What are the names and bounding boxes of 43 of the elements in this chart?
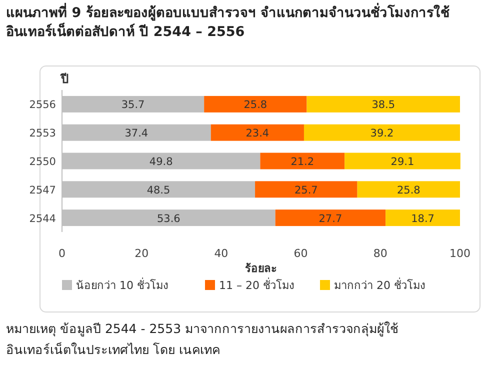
data-label: 25.7 — [294, 184, 318, 196]
bar — [275, 210, 386, 226]
y-tick-label: 2544 — [29, 212, 56, 225]
y-axis-title: ปี — [60, 72, 69, 86]
data-label: 23.4 — [246, 128, 270, 140]
data-label: 53.6 — [156, 212, 181, 225]
data-label: 38.5 — [372, 99, 396, 112]
data-label: 21.2 — [290, 156, 314, 168]
bar — [357, 181, 460, 198]
bar — [255, 181, 358, 198]
bar — [204, 96, 307, 112]
x-tick-label: 0 — [58, 247, 66, 260]
bar — [260, 152, 345, 170]
data-label: 39.2 — [370, 128, 394, 140]
bar — [344, 152, 460, 170]
legend-label: มากกว่า 20 ชั่วโมง — [334, 277, 425, 292]
bar — [210, 124, 304, 141]
y-tick-label: 2556 — [29, 99, 56, 112]
data-label: 18.7 — [411, 212, 434, 225]
x-tick-label: 80 — [373, 247, 388, 260]
x-tick-label: 100 — [450, 247, 470, 260]
x-tick-label: 60 — [294, 247, 308, 260]
y-tick-label: 2553 — [29, 128, 56, 140]
data-label: 25.8 — [396, 184, 420, 196]
y-tick-label: 2547 — [29, 184, 56, 196]
data-label: 25.8 — [244, 99, 268, 112]
data-label: 49.8 — [149, 156, 173, 168]
data-label: 37.4 — [124, 128, 148, 140]
x-axis-title: ร้อยละ — [245, 262, 277, 275]
bar — [306, 96, 460, 112]
text: หมายเหตุ ข้อมูลปี 2544 - 2553 มาจากการายงานผลการสำรวจกลุ่มผู้ใช้อินเทอร์เน็ตในประเทศไทย โดย เนคเทค — [6, 320, 400, 359]
data-label: 27.7 — [318, 212, 342, 225]
data-label: 35.7 — [121, 99, 145, 112]
bar — [386, 210, 460, 226]
data-label: 48.5 — [146, 184, 170, 196]
x-tick-label: 20 — [134, 247, 149, 260]
data-label: 29.1 — [390, 156, 414, 168]
x-tick-label: 40 — [214, 247, 228, 260]
chart-title: แผนภาพที่ 9 ร้อยละของผู้ตอบแบบสำรวจฯ จำแนกตามจำนวนชั่วโมงการใช้อินเทอร์เน็ตต่อสัปดาห์ ปี 2544 – 2556 — [6, 4, 450, 42]
legend-label: 11 – 20 ชั่วโมง — [219, 277, 294, 292]
y-tick-label: 2550 — [29, 156, 56, 168]
bar — [304, 124, 460, 141]
legend-label: น้อยกว่า 10 ชั่วโมง — [76, 277, 168, 292]
